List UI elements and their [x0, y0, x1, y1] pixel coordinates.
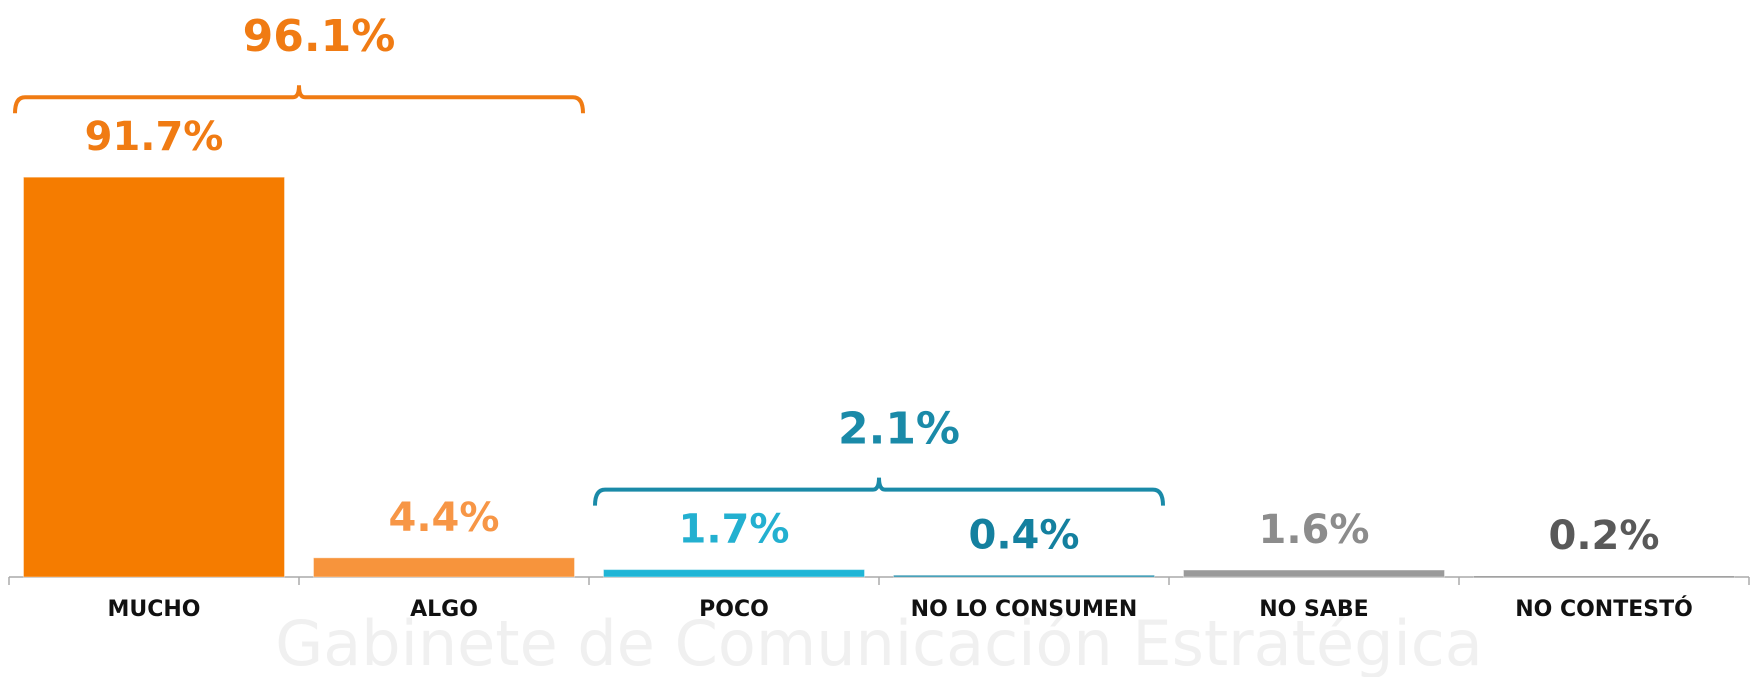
- x-tick-label: NO CONTESTÓ: [1515, 596, 1693, 622]
- x-tick-label: POCO: [699, 597, 769, 622]
- x-tick-label: NO LO CONSUMEN: [911, 597, 1138, 622]
- value-label: 4.4%: [389, 495, 500, 541]
- bar: [603, 569, 865, 578]
- bar: [23, 176, 285, 578]
- group-label: 2.1%: [838, 404, 960, 455]
- bar: [1183, 569, 1445, 578]
- bar: [1473, 575, 1735, 579]
- value-label: 1.7%: [679, 507, 790, 553]
- value-label: 1.6%: [1259, 507, 1370, 553]
- value-label: 91.7%: [85, 114, 224, 160]
- value-label: 0.2%: [1549, 513, 1660, 559]
- x-tick-label: MUCHO: [107, 597, 200, 622]
- x-tick-label: NO SABE: [1259, 597, 1368, 622]
- bracket: [593, 477, 1165, 506]
- group-label: 96.1%: [243, 11, 396, 62]
- value-label: 0.4%: [969, 512, 1080, 558]
- bar: [893, 574, 1155, 578]
- bracket: [13, 85, 585, 114]
- bar: [313, 557, 575, 578]
- watermark: Gabinete de Comunicación Estratégica: [275, 607, 1483, 677]
- x-tick-label: ALGO: [410, 597, 478, 622]
